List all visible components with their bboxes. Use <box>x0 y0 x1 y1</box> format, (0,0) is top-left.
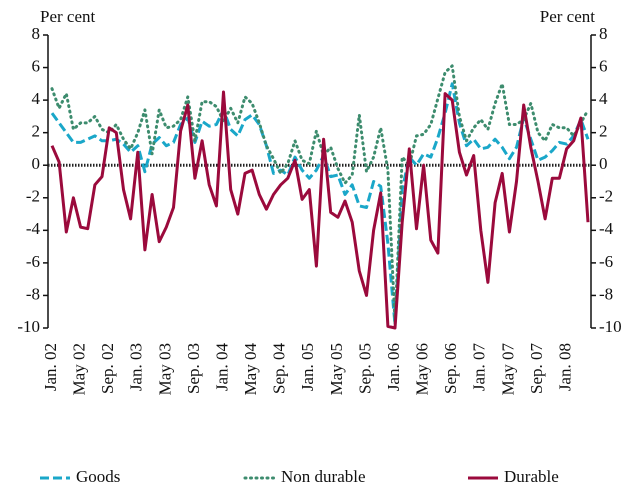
y-tick-label: -6 <box>26 252 40 271</box>
y-tick-label: 0 <box>32 154 41 173</box>
x-tick-label: Jan. 04 <box>212 343 231 392</box>
x-tick-label: Jan. 06 <box>384 343 403 391</box>
y-tick-label: 6 <box>32 56 41 75</box>
y-tick-label: 4 <box>32 89 41 108</box>
y2-tick-label: -2 <box>599 187 613 206</box>
y-tick-label: -10 <box>17 317 40 336</box>
x-tick-label: May 06 <box>413 343 432 395</box>
y2-tick-label: -10 <box>599 317 622 336</box>
x-tick-label: Sep. 05 <box>355 343 374 394</box>
x-tick-label: Jan. 05 <box>298 343 317 391</box>
y2-tick-label: 0 <box>599 154 608 173</box>
x-tick-label: Sep. 02 <box>98 343 117 394</box>
x-tick-label: Sep. 06 <box>441 343 460 394</box>
y2-tick-label: 2 <box>599 122 608 141</box>
x-tick-label: Jan. 02 <box>41 343 60 391</box>
x-tick-label: Jan. 03 <box>127 343 146 391</box>
legend-label: Non durable <box>281 467 366 486</box>
legend-label: Durable <box>504 467 559 486</box>
x-tick-label: May 07 <box>498 343 517 396</box>
y2-tick-label: 6 <box>599 56 608 75</box>
y2-axis-label: Per cent <box>540 7 596 26</box>
y-axis-label: Per cent <box>40 7 96 26</box>
x-tick-label: Jan. 08 <box>555 343 574 391</box>
x-tick-label: May 03 <box>155 343 174 395</box>
y-tick-label: 8 <box>32 24 41 43</box>
legend-label: Goods <box>76 467 120 486</box>
y-tick-label: -2 <box>26 187 40 206</box>
x-tick-label: May 04 <box>241 343 260 396</box>
x-tick-label: Sep. 04 <box>270 343 289 395</box>
y-tick-label: -8 <box>26 284 40 303</box>
x-tick-label: May 02 <box>69 343 88 395</box>
series-line <box>50 90 590 330</box>
series-line <box>50 82 590 327</box>
y2-tick-label: 4 <box>599 89 608 108</box>
x-tick-label: Sep. 03 <box>184 343 203 394</box>
y2-tick-label: -6 <box>599 252 613 271</box>
series-line <box>50 64 590 325</box>
x-tick-label: Jan. 07 <box>470 343 489 392</box>
y-tick-label: -4 <box>26 219 41 238</box>
x-tick-label: May 05 <box>327 343 346 395</box>
y-tick-label: 2 <box>32 122 41 141</box>
y2-tick-label: 8 <box>599 24 608 43</box>
y2-tick-label: -8 <box>599 284 613 303</box>
x-tick-label: Sep. 07 <box>527 343 546 395</box>
y2-tick-label: -4 <box>599 219 614 238</box>
